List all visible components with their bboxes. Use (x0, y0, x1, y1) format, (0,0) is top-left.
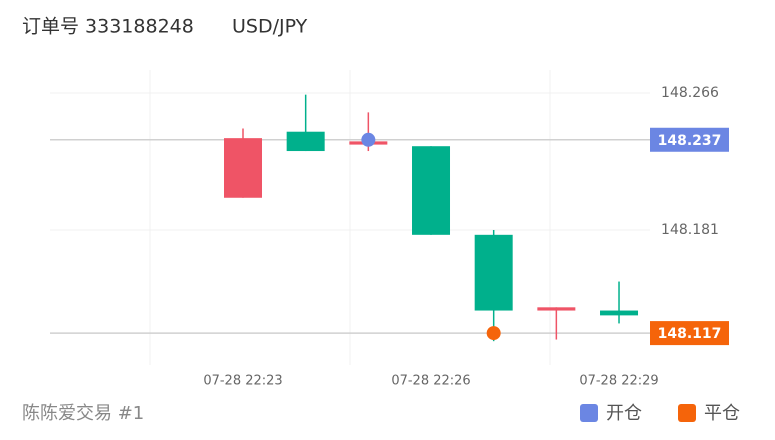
marker (361, 132, 376, 147)
price-label-box (650, 127, 729, 152)
marker (486, 326, 501, 341)
candle-body (224, 138, 262, 198)
symbol: USD/JPY (232, 16, 308, 38)
legend-swatch (580, 404, 598, 422)
candle-body (600, 310, 639, 316)
candle-body (412, 146, 451, 235)
y-tick-label: 148.266 (661, 85, 719, 101)
price-label: 148.117 (658, 326, 722, 342)
candle-body (474, 234, 513, 311)
candle-body (286, 131, 325, 152)
candle-body (537, 307, 576, 311)
vertical-grid (149, 70, 551, 365)
x-tick-label: 07-28 22:26 (391, 374, 470, 389)
account: 陈陈爱交易 #1 (22, 403, 144, 424)
x-tick-label: 07-28 22:23 (203, 374, 282, 389)
price-label-box (650, 321, 729, 346)
order-number: 订单号 333188248 (22, 16, 194, 38)
legend-swatch (678, 404, 696, 422)
x-tick-label: 07-28 22:29 (579, 374, 658, 389)
legend-label: 平仓 (704, 403, 740, 424)
price-label: 148.237 (658, 133, 722, 149)
legend-label: 开仓 (606, 403, 642, 424)
y-tick-label: 148.181 (661, 222, 719, 238)
